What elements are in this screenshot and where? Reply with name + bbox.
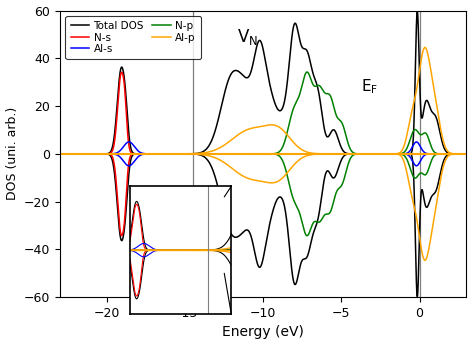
Total DOS bbox=[391, 152, 397, 156]
N-p bbox=[131, 152, 137, 156]
N-p bbox=[58, 152, 63, 156]
Al-p bbox=[321, 152, 327, 156]
Al-p bbox=[464, 152, 469, 156]
Al-s bbox=[322, 152, 328, 156]
Total DOS bbox=[131, 151, 137, 156]
Al-p bbox=[361, 152, 366, 156]
Legend: Total DOS, N-s, Al-s, N-p, Al-p: Total DOS, N-s, Al-s, N-p, Al-p bbox=[66, 16, 201, 59]
Total DOS bbox=[321, 127, 327, 131]
Line: Al-s: Al-s bbox=[60, 142, 466, 154]
Al-p bbox=[391, 152, 397, 156]
N-p bbox=[391, 152, 397, 156]
Al-s bbox=[213, 152, 219, 156]
N-s bbox=[361, 152, 366, 156]
Al-s bbox=[58, 152, 63, 156]
N-s bbox=[131, 152, 137, 156]
N-s bbox=[213, 152, 219, 156]
Line: N-p: N-p bbox=[60, 72, 466, 154]
Total DOS bbox=[58, 152, 63, 156]
Bar bbox=[162, 197, 224, 273]
N-s bbox=[119, 70, 125, 74]
N-p bbox=[464, 152, 469, 156]
N-s bbox=[58, 152, 63, 156]
N-s bbox=[301, 152, 307, 156]
Total DOS bbox=[301, 47, 307, 51]
Al-s bbox=[392, 152, 397, 156]
Al-s bbox=[131, 144, 137, 148]
N-p bbox=[212, 152, 218, 156]
N-s bbox=[251, 152, 257, 156]
Al-p bbox=[212, 148, 218, 152]
N-s bbox=[322, 152, 328, 156]
Total DOS bbox=[464, 152, 469, 156]
N-s bbox=[464, 152, 469, 156]
Al-p bbox=[58, 152, 63, 156]
Al-s bbox=[301, 152, 307, 156]
Total DOS bbox=[361, 152, 366, 156]
N-p bbox=[304, 70, 310, 74]
N-p bbox=[321, 90, 327, 95]
Line: N-s: N-s bbox=[60, 72, 466, 154]
X-axis label: Energy (eV): Energy (eV) bbox=[222, 325, 304, 339]
N-s bbox=[392, 152, 397, 156]
N-p bbox=[361, 152, 366, 156]
Total DOS bbox=[414, 9, 420, 13]
Text: E$_\mathregular{F}$: E$_\mathregular{F}$ bbox=[361, 77, 378, 96]
Y-axis label: DOS (uni. arb.): DOS (uni. arb.) bbox=[6, 107, 18, 200]
Al-s bbox=[464, 152, 469, 156]
Al-s bbox=[126, 140, 132, 144]
Line: Al-p: Al-p bbox=[60, 47, 466, 154]
Al-s bbox=[361, 152, 366, 156]
Al-p bbox=[301, 149, 307, 153]
N-p bbox=[301, 76, 307, 80]
Line: Total DOS: Total DOS bbox=[60, 11, 466, 154]
Al-p bbox=[422, 45, 428, 49]
Al-s bbox=[294, 152, 299, 156]
Al-p bbox=[131, 152, 137, 156]
Total DOS bbox=[212, 128, 218, 132]
Text: V$_\mathregular{N}$: V$_\mathregular{N}$ bbox=[237, 27, 258, 47]
